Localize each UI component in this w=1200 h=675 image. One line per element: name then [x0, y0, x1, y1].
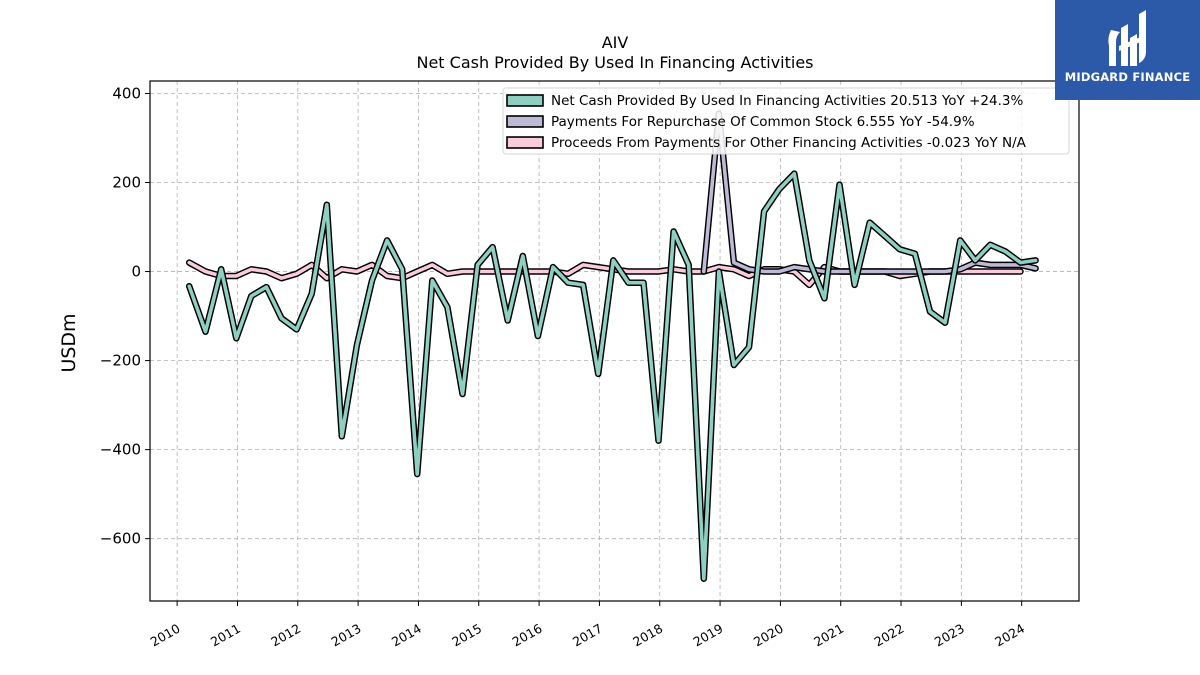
x-tick-label: 2014	[389, 621, 424, 650]
y-axis-label: USDm	[58, 313, 80, 372]
x-tick-label: 2021	[811, 621, 846, 650]
legend-swatch	[506, 115, 544, 128]
y-axis: 400 200 0 −200 −400 −600	[100, 84, 150, 548]
brand-name: MIDGARD FINANCE	[1064, 70, 1191, 84]
x-tick-label: 2024	[992, 621, 1027, 650]
brand-mark-icon	[1108, 10, 1146, 66]
x-tick-label: 2019	[691, 621, 726, 650]
x-tick-label: 2023	[932, 621, 967, 650]
chart-subtitle: Net Cash Provided By Used In Financing A…	[416, 53, 813, 72]
x-tick-label: 2011	[208, 621, 243, 650]
y-tick-label: −600	[100, 530, 141, 548]
y-tick-label: 200	[112, 174, 141, 192]
y-tick-label: 400	[112, 84, 141, 102]
legend-entry-label: Payments For Repurchase Of Common Stock …	[551, 114, 975, 130]
x-tick-label: 2012	[268, 621, 303, 650]
x-tick-label: 2015	[449, 621, 484, 650]
chart-title: AIV	[602, 33, 629, 52]
x-tick-label: 2010	[148, 621, 183, 650]
series-layer	[185, 110, 1039, 582]
x-tick-label: 2017	[570, 621, 605, 650]
legend-entry-label: Proceeds From Payments For Other Financi…	[551, 135, 1027, 151]
x-tick-label: 2013	[329, 621, 364, 650]
x-tick-label: 2016	[510, 621, 545, 650]
legend-box	[502, 87, 1070, 155]
brand-logo: MIDGARD FINANCE	[1055, 0, 1200, 100]
legend-entry-label: Net Cash Provided By Used In Financing A…	[551, 93, 1023, 109]
y-tick-label: −400	[100, 441, 141, 459]
legend-swatch	[506, 136, 544, 149]
legend-swatch	[506, 94, 544, 107]
plot-frame	[149, 80, 1080, 602]
x-tick-label: 2020	[751, 621, 786, 650]
x-axis: 2010 2011 2012 2013 2014 2015 2016 2017 2018 2019…	[148, 601, 1027, 650]
legend: Net Cash Provided By Used In Financing A…	[502, 87, 1070, 155]
series-line	[187, 171, 1038, 581]
x-tick-label: 2022	[871, 621, 906, 650]
y-tick-label: −200	[100, 352, 141, 370]
y-tick-label: 0	[131, 263, 141, 281]
series-outline	[185, 170, 1039, 582]
x-tick-label: 2018	[630, 621, 665, 650]
grid-lines	[150, 81, 1079, 601]
